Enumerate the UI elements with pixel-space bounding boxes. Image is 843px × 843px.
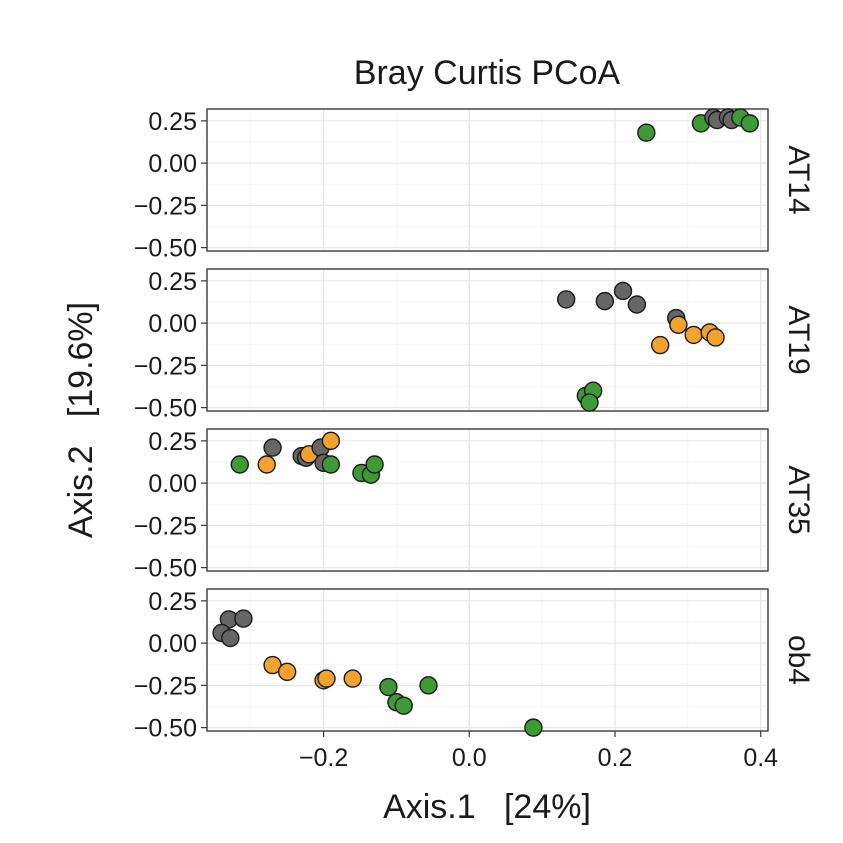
data-point-gray: [556, 290, 576, 309]
y-tick-label: 0.00: [148, 150, 197, 178]
x-tick-label: 0.0: [452, 744, 487, 772]
facet-label: AT14: [782, 145, 815, 214]
y-axis-title: Axis.2 [19.6%]: [62, 302, 100, 538]
x-tick-label: 0.4: [743, 744, 778, 772]
y-tick-label: 0.25: [148, 588, 197, 616]
x-tick-label: 0.2: [598, 744, 633, 772]
panel-background: [206, 428, 769, 572]
y-tick-label: −0.50: [134, 395, 197, 423]
y-tick-label: −0.25: [134, 672, 197, 700]
data-point-green: [740, 114, 759, 133]
y-tick-label: 0.00: [148, 470, 197, 498]
data-point-orange: [650, 335, 670, 355]
panel-border: [206, 588, 769, 732]
y-tick-label: 0.00: [148, 310, 197, 338]
data-point-green: [580, 393, 599, 412]
data-point-orange: [343, 669, 362, 688]
panel-ob4: 0.25 0.00 −0.25 −0.50 ob4: [134, 588, 815, 743]
data-point-orange: [706, 328, 725, 347]
data-point-orange: [257, 455, 276, 474]
panel-at14: 0.25 0.00 −0.25 −0.50 AT14: [134, 108, 815, 263]
data-point-gray: [263, 438, 282, 457]
y-tick-label: −0.25: [134, 512, 197, 540]
y-tick-label: −0.25: [134, 352, 197, 380]
y-tick-label: −0.50: [134, 715, 197, 743]
facet-panels: 0.25 0.00 −0.25 −0.50 AT14 0.25 0.00 −0.25 −0.50…: [134, 108, 815, 743]
data-point-orange: [321, 431, 341, 451]
data-point-green: [230, 455, 249, 474]
data-point-green: [637, 123, 656, 142]
y-tick-label: −0.50: [134, 235, 197, 263]
data-point-green: [365, 455, 384, 474]
data-point-gray: [221, 628, 240, 648]
data-point-green: [379, 677, 398, 697]
data-point-orange: [684, 325, 703, 345]
data-point-green: [394, 696, 413, 715]
facet-label: ob4: [782, 635, 815, 685]
y-tick-label: 0.25: [148, 428, 197, 456]
panel-at35: 0.25 0.00 −0.25 −0.50 AT35: [134, 428, 815, 583]
panel-border: [206, 428, 769, 572]
y-tick-label: 0.25: [148, 108, 197, 136]
y-tick-label: −0.50: [134, 555, 197, 583]
chart-title: Bray Curtis PCoA: [354, 54, 621, 92]
data-point-green: [419, 676, 438, 695]
panel-border: [206, 268, 769, 412]
x-axis: −0.2 0.0 0.2 0.4: [299, 731, 778, 772]
y-tick-label: 0.25: [148, 268, 197, 296]
x-tick-label: −0.2: [299, 744, 348, 772]
y-tick-label: −0.25: [134, 192, 197, 220]
facet-label: AT19: [782, 305, 815, 374]
panel-background: [206, 108, 769, 252]
y-tick-label: 0.00: [148, 630, 197, 658]
data-point-gray: [595, 291, 614, 311]
x-axis-title: Axis.1 [24%]: [383, 788, 591, 826]
panel-background: [206, 268, 769, 412]
facet-label: AT35: [782, 465, 815, 534]
data-point-green: [524, 718, 543, 737]
data-point-gray: [627, 295, 647, 314]
data-point-orange: [277, 662, 297, 682]
data-point-orange: [669, 315, 688, 334]
data-point-gray: [234, 609, 253, 628]
data-point-gray: [613, 281, 633, 301]
data-point-orange: [317, 669, 336, 688]
panel-at19: 0.25 0.00 −0.25 −0.50 AT19: [134, 268, 815, 423]
panel-border: [206, 108, 769, 252]
data-point-green: [321, 455, 341, 474]
panel-background: [206, 588, 769, 732]
